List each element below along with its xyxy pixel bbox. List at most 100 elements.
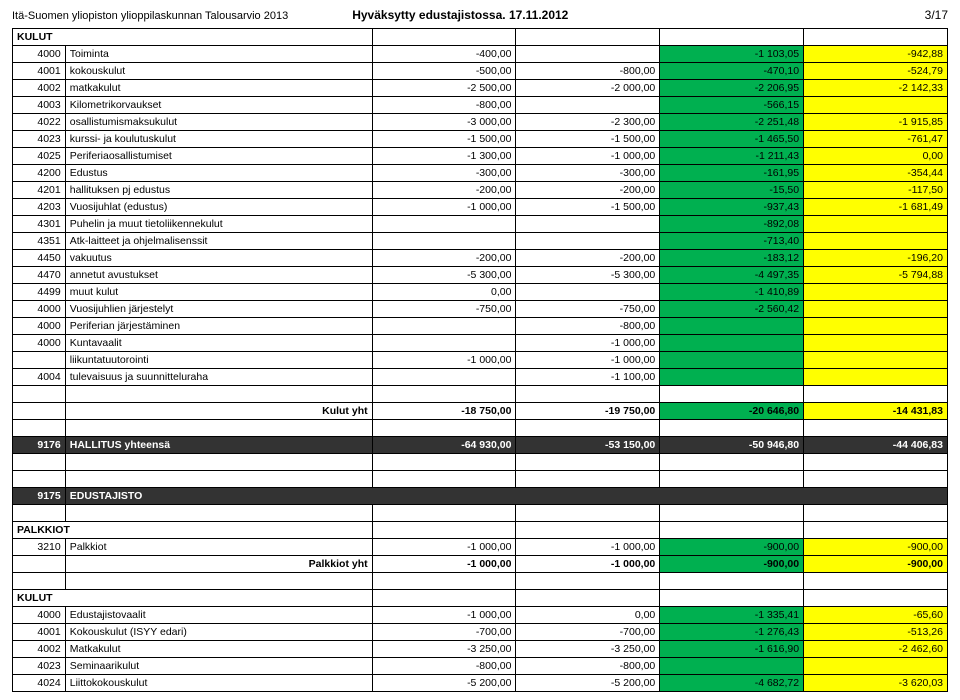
- amount-col4: -1 616,90: [660, 641, 804, 658]
- amount-col2: [372, 318, 516, 335]
- amount-col2: -800,00: [372, 658, 516, 675]
- amount-col4: -1 276,43: [660, 624, 804, 641]
- account-code: 4200: [13, 165, 66, 182]
- kulut-yht-label: Kulut yht: [65, 403, 372, 420]
- amount-col4: [660, 658, 804, 675]
- page-root: Itä-Suomen yliopiston ylioppilaskunnan T…: [0, 0, 960, 700]
- amount-col3: [516, 233, 660, 250]
- amount-col4: -713,40: [660, 233, 804, 250]
- amount-col2: -5 200,00: [372, 675, 516, 692]
- amount-col2: -750,00: [372, 301, 516, 318]
- empty-cell: [660, 29, 804, 46]
- account-code: 4002: [13, 80, 66, 97]
- amount-col5: -65,60: [804, 607, 948, 624]
- account-name: Periferiaosallistumiset: [65, 148, 372, 165]
- amount-col4: -15,50: [660, 182, 804, 199]
- amount-col2: 0,00: [372, 284, 516, 301]
- account-code: 4024: [13, 675, 66, 692]
- account-name: Kuntavaalit: [65, 335, 372, 352]
- empty-cell: [65, 454, 372, 471]
- amount-col2: -800,00: [372, 97, 516, 114]
- amount-col4: -4 682,72: [660, 675, 804, 692]
- kulut-yht-c2: -18 750,00: [372, 403, 516, 420]
- amount-col2: -3 000,00: [372, 114, 516, 131]
- amount-col3: -5 200,00: [516, 675, 660, 692]
- empty-cell: [804, 522, 948, 539]
- empty-cell: [13, 505, 66, 522]
- hallitus-label: HALLITUS yhteensä: [65, 437, 372, 454]
- account-code: 4000: [13, 301, 66, 318]
- account-code: 4450: [13, 250, 66, 267]
- account-name: hallituksen pj edustus: [65, 182, 372, 199]
- account-name: Seminaarikulut: [65, 658, 372, 675]
- palkkiot-yht-c3: -1 000,00: [516, 556, 660, 573]
- hallitus-c2: -64 930,00: [372, 437, 516, 454]
- account-name: Liittokokouskulut: [65, 675, 372, 692]
- empty-cell: [65, 573, 372, 590]
- account-name: Vuosijuhlien järjestelyt: [65, 301, 372, 318]
- amount-col5: [804, 658, 948, 675]
- account-code: 4301: [13, 216, 66, 233]
- amount-col3: -1 000,00: [516, 148, 660, 165]
- amount-col5: -2 142,33: [804, 80, 948, 97]
- amount-col5: -1 681,49: [804, 199, 948, 216]
- empty-cell: [660, 471, 804, 488]
- amount-col4: -2 206,95: [660, 80, 804, 97]
- empty-cell: [804, 29, 948, 46]
- account-name: Kilometrikorvaukset: [65, 97, 372, 114]
- hallitus-c3: -53 150,00: [516, 437, 660, 454]
- empty-cell: [660, 386, 804, 403]
- amount-col4: -1 410,89: [660, 284, 804, 301]
- empty-cell: [13, 420, 66, 437]
- account-name: Atk-laitteet ja ohjelmalisenssit: [65, 233, 372, 250]
- budget-table: KULUT4000Toiminta-400,00-1 103,05-942,88…: [12, 28, 948, 692]
- amount-col4: -1 465,50: [660, 131, 804, 148]
- amount-col4: [660, 369, 804, 386]
- empty-cell: [372, 522, 516, 539]
- amount-col2: -1 000,00: [372, 607, 516, 624]
- amount-col5: -761,47: [804, 131, 948, 148]
- empty-cell: [516, 471, 660, 488]
- amount-col2: -2 500,00: [372, 80, 516, 97]
- kulut-yht-c5: -14 431,83: [804, 403, 948, 420]
- empty-cell: [372, 386, 516, 403]
- empty-cell: [804, 505, 948, 522]
- account-code: 4004: [13, 369, 66, 386]
- amount-col5: -524,79: [804, 63, 948, 80]
- empty-cell: [660, 505, 804, 522]
- amount-col5: -354,44: [804, 165, 948, 182]
- empty-cell: [13, 573, 66, 590]
- empty-cell: [13, 454, 66, 471]
- account-name: Matkakulut: [65, 641, 372, 658]
- account-code: 4470: [13, 267, 66, 284]
- amount-col3: -5 300,00: [516, 267, 660, 284]
- amount-col5: [804, 233, 948, 250]
- edustajisto-label: EDUSTAJISTO: [65, 488, 947, 505]
- amount-col4: -2 251,48: [660, 114, 804, 131]
- empty-cell: [804, 420, 948, 437]
- amount-col2: -300,00: [372, 165, 516, 182]
- empty-cell: [516, 590, 660, 607]
- amount-col3: -2 000,00: [516, 80, 660, 97]
- amount-col4: -470,10: [660, 63, 804, 80]
- amount-col5: -513,26: [804, 624, 948, 641]
- amount-col4: [660, 318, 804, 335]
- empty-cell: [660, 590, 804, 607]
- amount-col5: -117,50: [804, 182, 948, 199]
- empty-cell: [13, 556, 66, 573]
- amount-col2: -500,00: [372, 63, 516, 80]
- amount-col4: -900,00: [660, 539, 804, 556]
- amount-col3: -1 500,00: [516, 199, 660, 216]
- amount-col5: [804, 335, 948, 352]
- empty-cell: [804, 454, 948, 471]
- account-code: 4000: [13, 607, 66, 624]
- amount-col2: -5 300,00: [372, 267, 516, 284]
- amount-col5: -942,88: [804, 46, 948, 63]
- empty-cell: [13, 471, 66, 488]
- amount-col3: -200,00: [516, 250, 660, 267]
- amount-col3: -1 100,00: [516, 369, 660, 386]
- amount-col3: -800,00: [516, 318, 660, 335]
- account-name: muut kulut: [65, 284, 372, 301]
- hallitus-c4: -50 946,80: [660, 437, 804, 454]
- amount-col2: [372, 216, 516, 233]
